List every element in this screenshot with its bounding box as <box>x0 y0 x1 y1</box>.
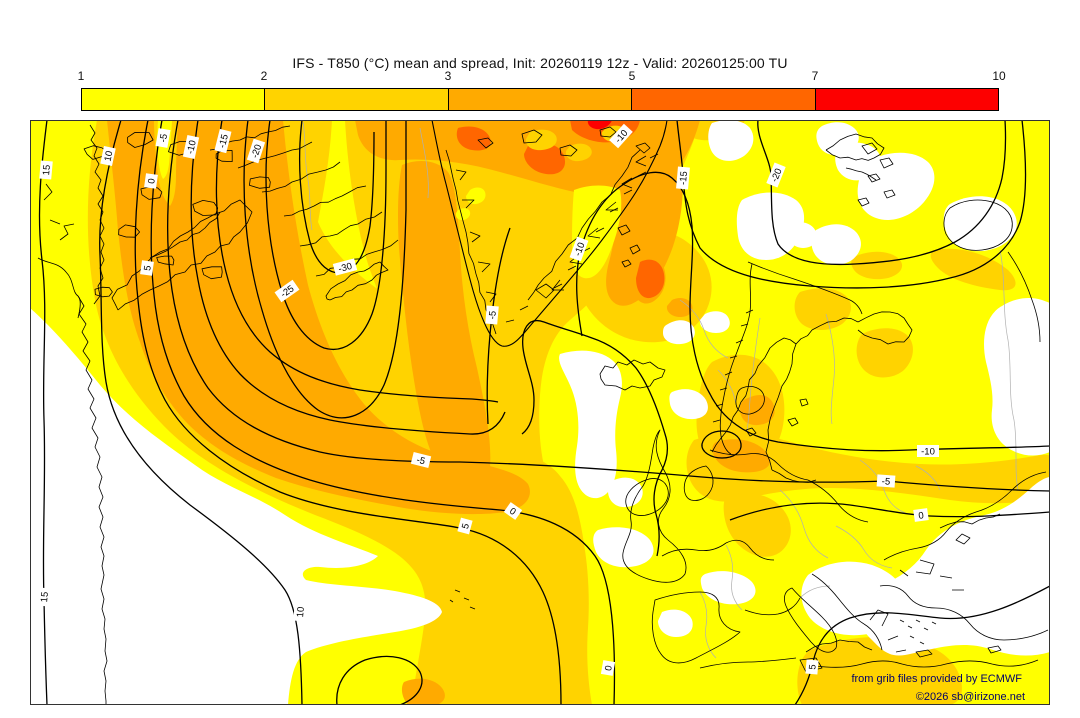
svg-text:from grib files provided by EC: from grib files provided by ECMWF <box>851 673 1022 685</box>
svg-text:0: 0 <box>146 178 158 185</box>
svg-text:5: 5 <box>807 664 818 670</box>
svg-text:-10: -10 <box>185 139 199 155</box>
svg-text:-5: -5 <box>487 310 499 319</box>
svg-text:0: 0 <box>603 665 615 672</box>
svg-text:10: 10 <box>102 150 115 163</box>
svg-text:10: 10 <box>295 606 307 617</box>
svg-text:-20: -20 <box>250 143 265 159</box>
svg-text:-5: -5 <box>158 133 170 143</box>
svg-text:-5: -5 <box>881 476 890 488</box>
svg-text:-30: -30 <box>337 261 353 275</box>
svg-text:-10: -10 <box>921 447 935 458</box>
svg-text:0: 0 <box>507 506 518 518</box>
svg-text:-10: -10 <box>572 241 587 258</box>
svg-text:-15: -15 <box>217 133 231 149</box>
svg-text:©2026 sb@irizone.net: ©2026 sb@irizone.net <box>916 691 1025 703</box>
svg-text:-15: -15 <box>678 171 690 186</box>
svg-text:-20: -20 <box>769 167 784 184</box>
svg-text:5: 5 <box>460 522 472 530</box>
svg-text:-5: -5 <box>415 455 426 468</box>
svg-text:0: 0 <box>918 510 925 522</box>
svg-text:15: 15 <box>39 591 51 602</box>
svg-text:15: 15 <box>41 164 53 175</box>
svg-text:5: 5 <box>142 265 154 272</box>
